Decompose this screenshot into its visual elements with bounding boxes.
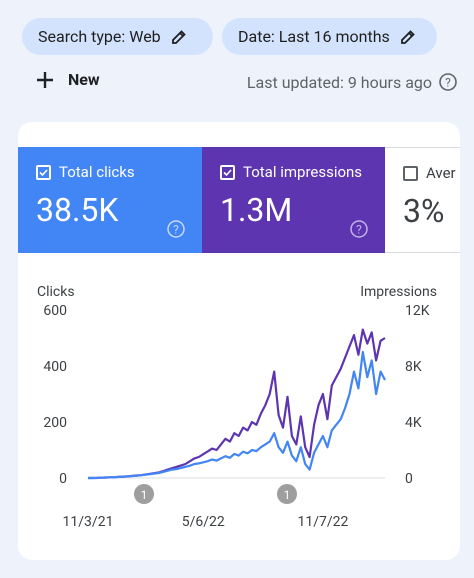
- svg-text:?: ?: [173, 223, 179, 237]
- annotation-label: 1: [141, 488, 148, 502]
- card-label: Total impressions: [243, 163, 363, 181]
- new-label: New: [68, 70, 100, 89]
- last-updated-text: Last updated: 9 hours ago: [246, 72, 432, 92]
- plus-icon: [37, 71, 53, 88]
- card-label: Total clicks: [59, 163, 135, 181]
- performance-panel: Total clicks 38.5K ? Total impressions 1…: [18, 122, 460, 560]
- checkbox: [36, 164, 51, 180]
- chip-label: Date: Last 16 months: [238, 27, 390, 46]
- data-line: [88, 350, 386, 480]
- chip-label: Search type: Web: [38, 27, 161, 46]
- metric-card[interactable]: Total clicks 38.5K ?: [18, 147, 202, 253]
- y-tick-label: 400: [43, 359, 67, 375]
- x-tick-label: 5/6/22: [182, 514, 225, 530]
- y-axis-title: Clicks: [37, 284, 75, 300]
- card-value: 3%: [403, 192, 445, 230]
- card-value: 38.5K: [36, 191, 119, 229]
- filter-chip[interactable]: Search type: Web: [22, 18, 213, 55]
- help-icon[interactable]: ?: [349, 219, 369, 239]
- y-tick-label: 600: [43, 303, 67, 319]
- edit-icon: [171, 29, 186, 44]
- metric-card[interactable]: Total impressions 1.3M ?: [202, 147, 385, 253]
- last-updated: Last updated: 9 hours ago ?: [247, 72, 458, 92]
- y-tick-label: 0: [59, 471, 67, 487]
- annotation-label: 1: [284, 488, 291, 502]
- help-icon[interactable]: ?: [166, 219, 186, 239]
- y-tick-label: 200: [43, 415, 67, 431]
- annotation-marker: [134, 484, 154, 504]
- y2-tick-label: 12K: [405, 303, 430, 319]
- checkbox: [403, 165, 418, 181]
- annotation-marker: [277, 484, 297, 504]
- y2-tick-label: 4K: [405, 415, 422, 431]
- svg-text:?: ?: [445, 76, 451, 90]
- x-tick-label: 11/3/21: [63, 514, 114, 530]
- metric-card[interactable]: Aver 3%: [385, 147, 460, 253]
- y2-axis-title: Impressions: [360, 284, 437, 300]
- chart: Clicks Impressions 0 200 400 600 0 4K 8K 12K 11/3/…: [37, 284, 437, 530]
- edit-icon: [400, 29, 415, 44]
- filter-chip[interactable]: Date: Last 16 months: [222, 18, 437, 55]
- y2-tick-label: 0: [405, 471, 413, 487]
- card-label: Aver: [426, 164, 456, 182]
- help-icon[interactable]: ?: [438, 72, 458, 92]
- checkbox: [220, 164, 235, 180]
- svg-text:?: ?: [356, 223, 362, 237]
- x-tick-label: 11/7/22: [297, 514, 348, 530]
- y2-tick-label: 8K: [405, 359, 422, 375]
- new-button[interactable]: New: [36, 70, 100, 89]
- card-value: 1.3M: [220, 191, 293, 229]
